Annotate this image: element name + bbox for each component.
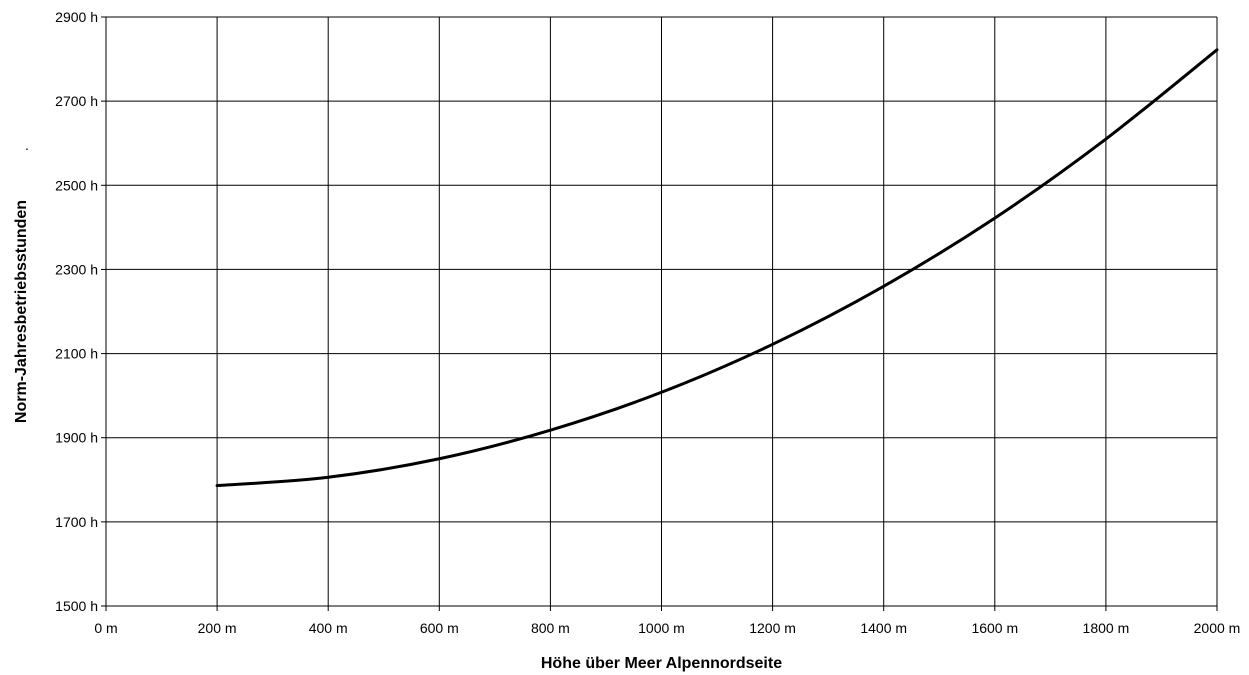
y-tick-label: 2500 h	[55, 177, 98, 193]
x-tick-label: 0 m	[94, 620, 117, 636]
y-tick-label: 2300 h	[55, 261, 98, 277]
series-line	[215, 48, 1219, 488]
x-tick-labels: 0 m 200 m 400 m 600 m 800 m 1000 m 1200 m 1400 …	[94, 620, 1240, 636]
y-axis-side-marker: .	[25, 137, 29, 153]
x-tick-label: 1200 m	[749, 620, 796, 636]
x-tick-label: 1400 m	[860, 620, 907, 636]
x-tick-label: 1800 m	[1083, 620, 1130, 636]
axes	[101, 16, 1218, 611]
y-tick-label: 2700 h	[55, 93, 98, 109]
y-tick-labels: 1500 h 1700 h 1900 h 2100 h 2300 h 2500 h 2700…	[55, 9, 98, 614]
y-axis-title: Norm-Jahresbetriebsstunden	[13, 200, 30, 423]
x-tick-label: 800 m	[531, 620, 570, 636]
series-lines	[215, 48, 1219, 488]
x-tick-label: 2000 m	[1194, 620, 1241, 636]
x-tick-label: 200 m	[198, 620, 237, 636]
grid-lines	[106, 16, 1218, 606]
x-tick-label: 600 m	[420, 620, 459, 636]
y-tick-label: 2100 h	[55, 346, 98, 362]
x-tick-label: 1000 m	[638, 620, 685, 636]
y-tick-label: 1500 h	[55, 598, 98, 614]
x-axis-title: Höhe über Meer Alpennordseite	[541, 655, 782, 672]
y-tick-label: 1700 h	[55, 514, 98, 530]
y-tick-label: 1900 h	[55, 430, 98, 446]
y-tick-label: 2900 h	[55, 9, 98, 25]
x-tick-label: 400 m	[309, 620, 348, 636]
x-tick-label: 1600 m	[971, 620, 1018, 636]
